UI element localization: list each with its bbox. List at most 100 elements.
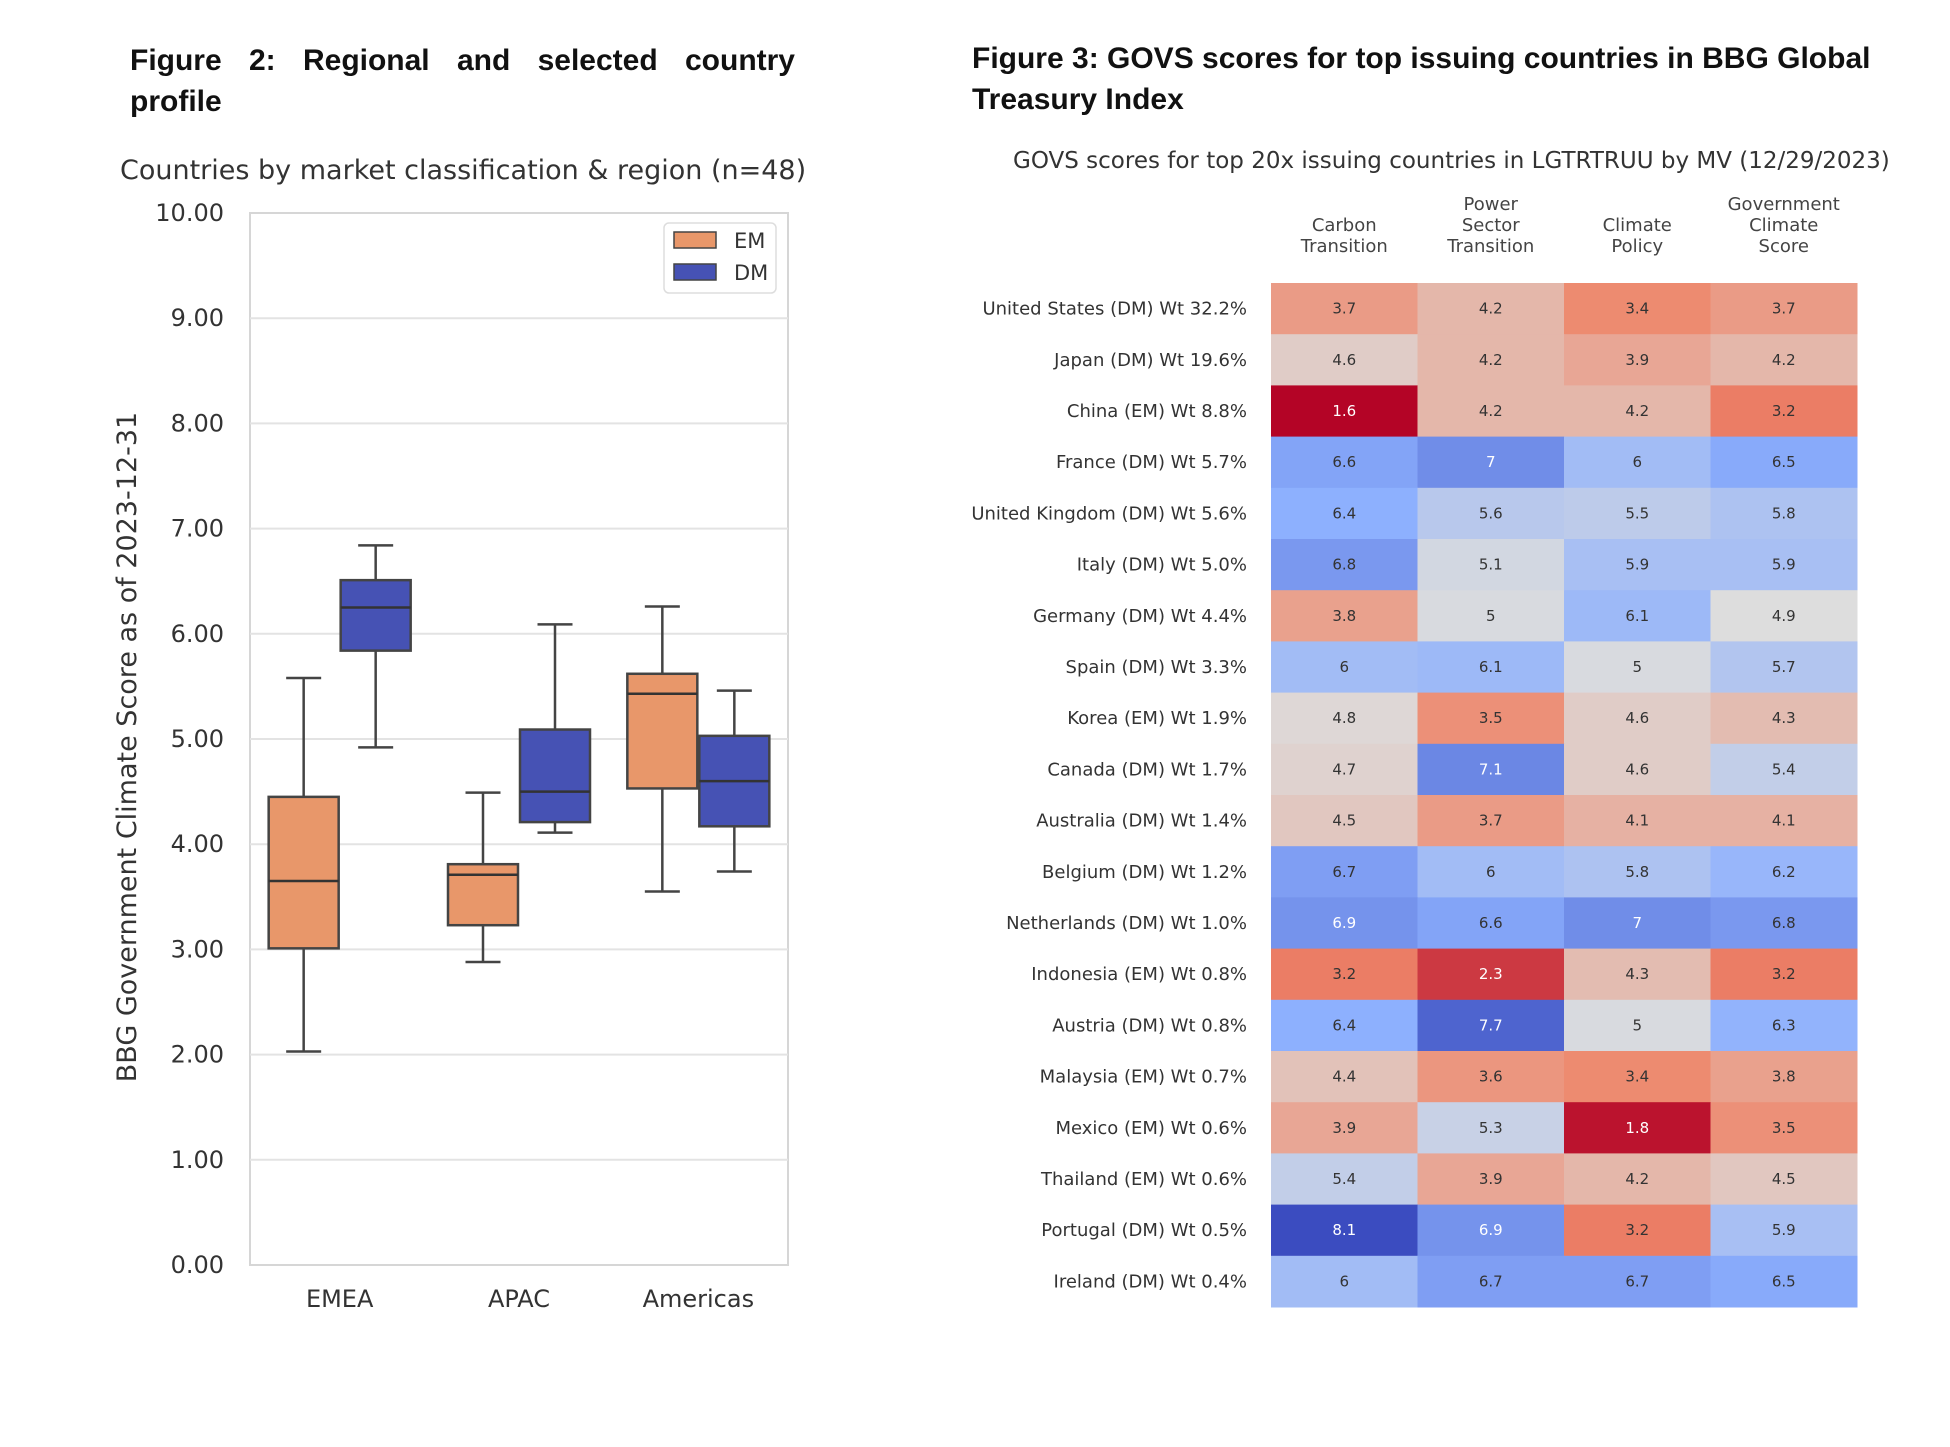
box-iqr — [518, 728, 592, 824]
cell-value: 4.6 — [1625, 760, 1649, 778]
heatmap-cell — [1417, 1102, 1565, 1154]
cell-value: 3.2 — [1772, 965, 1796, 983]
cell-value: 6 — [1339, 1272, 1349, 1290]
cell-value: 3.4 — [1625, 300, 1649, 318]
row-label: Korea (EM) Wt 1.9% — [1067, 708, 1247, 729]
box-iqr — [626, 672, 699, 790]
box-dm-americas — [698, 689, 771, 873]
cell-value: 3.5 — [1479, 709, 1503, 727]
heatmap-cell — [1417, 1153, 1565, 1206]
heatmap-cell — [1710, 948, 1858, 1001]
row-label: Portugal (DM) Wt 0.5% — [1041, 1220, 1247, 1241]
column-header-line: Policy — [1611, 236, 1663, 257]
heatmap-cell — [1271, 897, 1418, 950]
cell-value: 5 — [1632, 658, 1642, 676]
boxplot-subtitle: Countries by market classification & reg… — [120, 155, 807, 186]
column-header-line: Government — [1728, 194, 1840, 215]
heatmap-cell — [1417, 487, 1565, 540]
row-label: Ireland (DM) Wt 0.4% — [1054, 1271, 1247, 1292]
cell-value: 3.6 — [1479, 1068, 1503, 1086]
heatmap-cell — [1417, 999, 1565, 1052]
column-header-line: Transition — [1300, 236, 1388, 257]
heatmap-cell — [1564, 1102, 1711, 1154]
legend-swatch-dm — [673, 263, 717, 281]
y-tick-label: 6.00 — [171, 620, 224, 648]
heatmap-cell — [1564, 1153, 1711, 1206]
heatmap-cell — [1271, 590, 1418, 642]
heatmap-cell — [1564, 641, 1711, 694]
heatmap-cell — [1417, 1051, 1565, 1103]
heatmap-cell — [1710, 795, 1858, 847]
column-header-line: Climate — [1749, 215, 1818, 236]
heatmap-cell — [1417, 692, 1565, 745]
cell-value: 3.7 — [1772, 300, 1796, 318]
heatmap-cell — [1271, 1102, 1418, 1154]
cell-value: 4.5 — [1772, 1170, 1796, 1188]
heatmap-cell — [1417, 795, 1565, 847]
heatmap-cell — [1417, 743, 1565, 796]
cell-value: 6.7 — [1625, 1272, 1649, 1290]
cell-value: 5 — [1486, 607, 1496, 625]
cell-value: 3.7 — [1479, 812, 1503, 830]
heatmap-cell — [1564, 692, 1711, 745]
heatmap-cell — [1710, 1102, 1858, 1154]
box-iqr — [339, 578, 412, 652]
row-label: Thailand (EM) Wt 0.6% — [1040, 1169, 1247, 1190]
cell-value: 1.8 — [1625, 1119, 1649, 1137]
row-label: Germany (DM) Wt 4.4% — [1033, 606, 1247, 627]
heatmap-cell — [1564, 743, 1711, 796]
heatmap-cell — [1710, 743, 1858, 796]
heatmap-cell — [1564, 590, 1711, 642]
cell-value: 6.4 — [1332, 1016, 1356, 1034]
box-em-americas — [626, 605, 699, 893]
row-label: China (EM) Wt 8.8% — [1067, 401, 1247, 422]
box-em-emea — [267, 676, 340, 1053]
row-label: France (DM) Wt 5.7% — [1056, 452, 1247, 473]
row-label: Austria (DM) Wt 0.8% — [1052, 1015, 1247, 1036]
heatmap-cell — [1710, 1204, 1858, 1257]
row-label: Italy (DM) Wt 5.0% — [1077, 555, 1247, 576]
cell-value: 4.4 — [1332, 1068, 1356, 1086]
cell-value: 1.6 — [1332, 402, 1356, 420]
cell-value: 6.4 — [1332, 504, 1356, 522]
heatmap-cell — [1417, 897, 1565, 950]
cell-value: 5.6 — [1479, 504, 1503, 522]
cell-value: 3.4 — [1625, 1068, 1649, 1086]
row-label: Indonesia (EM) Wt 0.8% — [1031, 964, 1247, 985]
cell-value: 8.1 — [1332, 1221, 1356, 1239]
heatmap-cell — [1271, 846, 1418, 898]
cell-value: 3.8 — [1332, 607, 1356, 625]
y-tick-label: 2.00 — [171, 1041, 224, 1069]
cell-value: 3.2 — [1332, 965, 1356, 983]
y-tick-label: 0.00 — [171, 1251, 224, 1279]
cell-value: 7 — [1632, 914, 1642, 932]
heatmap-cell — [1564, 1255, 1711, 1308]
cell-value: 6.6 — [1479, 914, 1503, 932]
cell-value: 6.1 — [1479, 658, 1503, 676]
heatmap-cell — [1710, 1153, 1858, 1206]
heatmap-cell — [1564, 283, 1711, 335]
heatmap-subtitle: GOVS scores for top 20x issuing countrie… — [1013, 148, 1890, 174]
heatmap-cell — [1564, 539, 1711, 591]
cell-value: 3.7 — [1332, 300, 1356, 318]
legend: EM DM — [663, 222, 777, 294]
cell-value: 5.5 — [1625, 504, 1649, 522]
heatmap-cell — [1417, 948, 1565, 1001]
heatmap-cell — [1271, 641, 1418, 694]
x-tick-label: EMEA — [306, 1285, 374, 1313]
heatmap-cell — [1710, 999, 1858, 1052]
cell-value: 4.6 — [1332, 351, 1356, 369]
heatmap-cell — [1564, 385, 1711, 438]
cell-value: 7.1 — [1479, 760, 1503, 778]
cell-value: 5 — [1632, 1016, 1642, 1034]
cell-value: 5.8 — [1772, 504, 1796, 522]
y-tick-label: 7.00 — [171, 515, 224, 543]
heatmap-cell — [1271, 692, 1418, 745]
cell-value: 4.2 — [1479, 402, 1503, 420]
cell-value: 5.3 — [1479, 1119, 1503, 1137]
heatmap-cell — [1564, 1204, 1711, 1257]
column-header-line: Carbon — [1312, 215, 1377, 236]
heatmap-cell — [1564, 487, 1711, 540]
